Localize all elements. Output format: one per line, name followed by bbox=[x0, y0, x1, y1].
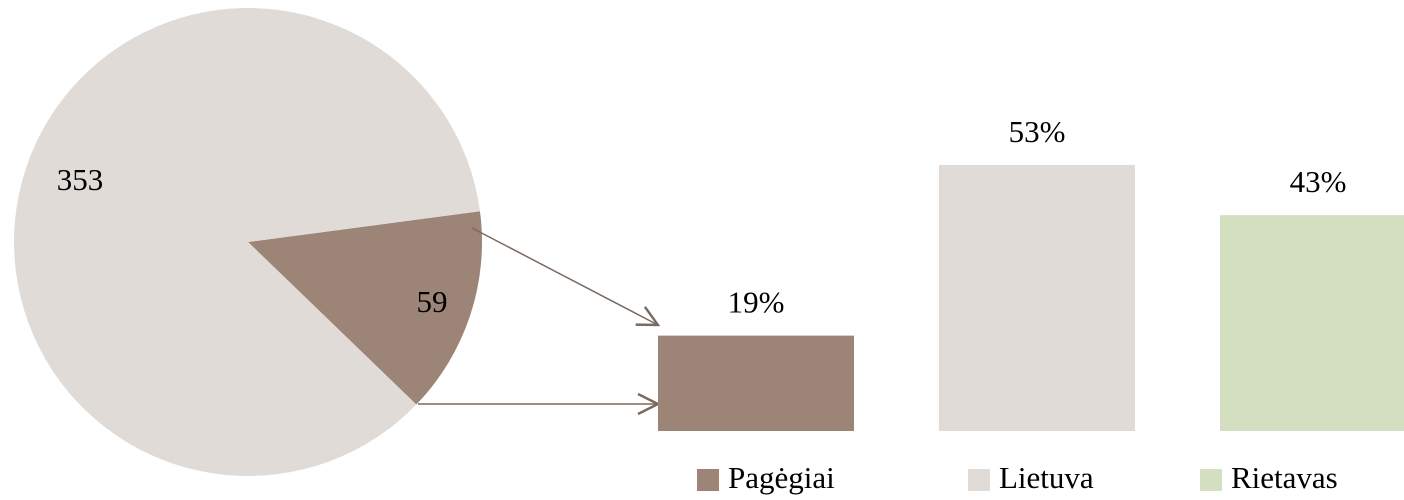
data-label: 353 bbox=[57, 162, 104, 197]
pie-slice bbox=[248, 211, 482, 405]
legend-swatch bbox=[697, 469, 719, 491]
pie-slice bbox=[14, 7, 480, 477]
legend-swatch bbox=[968, 469, 990, 491]
data-label: 43% bbox=[1290, 164, 1347, 199]
legend-label: Rietavas bbox=[1231, 460, 1338, 495]
data-label: 53% bbox=[1009, 114, 1066, 149]
legend-label: Lietuva bbox=[999, 460, 1094, 495]
legend-swatch bbox=[1200, 469, 1222, 491]
connector-arrow bbox=[471, 227, 658, 325]
data-label: 19% bbox=[728, 285, 785, 320]
bar bbox=[658, 335, 854, 431]
bar bbox=[1220, 215, 1404, 431]
data-label: 59 bbox=[417, 284, 448, 319]
bar bbox=[939, 164, 1135, 431]
legend-label: Pagėgiai bbox=[728, 460, 835, 495]
